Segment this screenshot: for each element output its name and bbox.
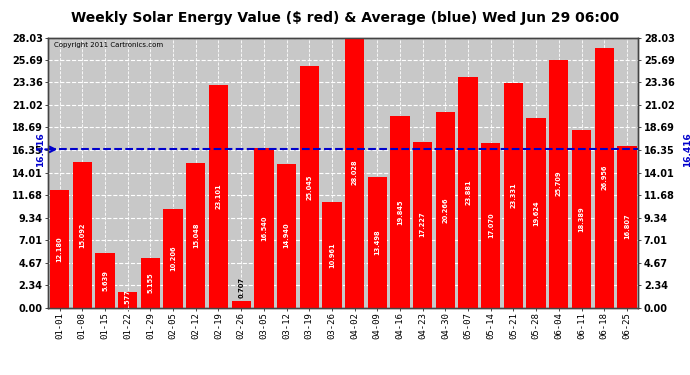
- Text: 19.845: 19.845: [397, 199, 403, 225]
- Bar: [50, 190, 69, 308]
- Text: Weekly Solar Energy Value ($ red) & Average (blue) Wed Jun 29 06:00: Weekly Solar Energy Value ($ red) & Aver…: [71, 11, 619, 25]
- Bar: [413, 141, 433, 308]
- Text: Copyright 2011 Cartronics.com: Copyright 2011 Cartronics.com: [55, 42, 164, 48]
- Text: 18.389: 18.389: [578, 206, 584, 232]
- Text: 15.092: 15.092: [79, 222, 86, 248]
- Bar: [504, 83, 523, 308]
- Text: 16.416: 16.416: [683, 132, 690, 167]
- Bar: [391, 116, 410, 308]
- Bar: [436, 112, 455, 308]
- Text: 28.028: 28.028: [352, 160, 357, 185]
- Bar: [572, 130, 591, 308]
- Text: 23.331: 23.331: [511, 182, 516, 208]
- Bar: [481, 143, 500, 308]
- Bar: [322, 202, 342, 308]
- Text: 12.180: 12.180: [57, 236, 63, 262]
- Text: 1.577: 1.577: [125, 290, 130, 310]
- Bar: [526, 118, 546, 308]
- Bar: [164, 209, 183, 308]
- Bar: [72, 162, 92, 308]
- Text: 20.266: 20.266: [442, 197, 448, 223]
- Text: 13.498: 13.498: [374, 230, 380, 255]
- Text: 10.961: 10.961: [329, 242, 335, 267]
- Text: 26.956: 26.956: [601, 165, 607, 190]
- Bar: [277, 164, 296, 308]
- Text: 16.540: 16.540: [261, 215, 267, 241]
- Bar: [254, 148, 273, 308]
- Bar: [95, 253, 115, 308]
- Text: 25.709: 25.709: [556, 171, 562, 196]
- Bar: [345, 38, 364, 308]
- Text: 17.227: 17.227: [420, 212, 426, 237]
- Bar: [209, 85, 228, 308]
- Text: 14.940: 14.940: [284, 223, 290, 248]
- Bar: [141, 258, 160, 308]
- Bar: [368, 177, 387, 308]
- Text: 15.048: 15.048: [193, 222, 199, 248]
- Bar: [118, 292, 137, 308]
- Text: 25.045: 25.045: [306, 174, 313, 200]
- Text: 17.070: 17.070: [488, 213, 494, 238]
- Bar: [186, 162, 206, 308]
- Text: 16.807: 16.807: [624, 214, 630, 239]
- Bar: [299, 66, 319, 308]
- Text: 5.639: 5.639: [102, 270, 108, 291]
- Text: 16.416: 16.416: [36, 132, 45, 167]
- Text: 0.707: 0.707: [238, 277, 244, 298]
- Bar: [549, 60, 569, 308]
- Text: 5.155: 5.155: [148, 272, 153, 293]
- Text: 10.206: 10.206: [170, 246, 176, 271]
- Text: 23.101: 23.101: [215, 183, 221, 209]
- Bar: [618, 146, 637, 308]
- Text: 23.881: 23.881: [465, 180, 471, 205]
- Text: 19.624: 19.624: [533, 200, 539, 226]
- Bar: [595, 48, 614, 308]
- Bar: [458, 78, 477, 308]
- Bar: [232, 301, 250, 307]
